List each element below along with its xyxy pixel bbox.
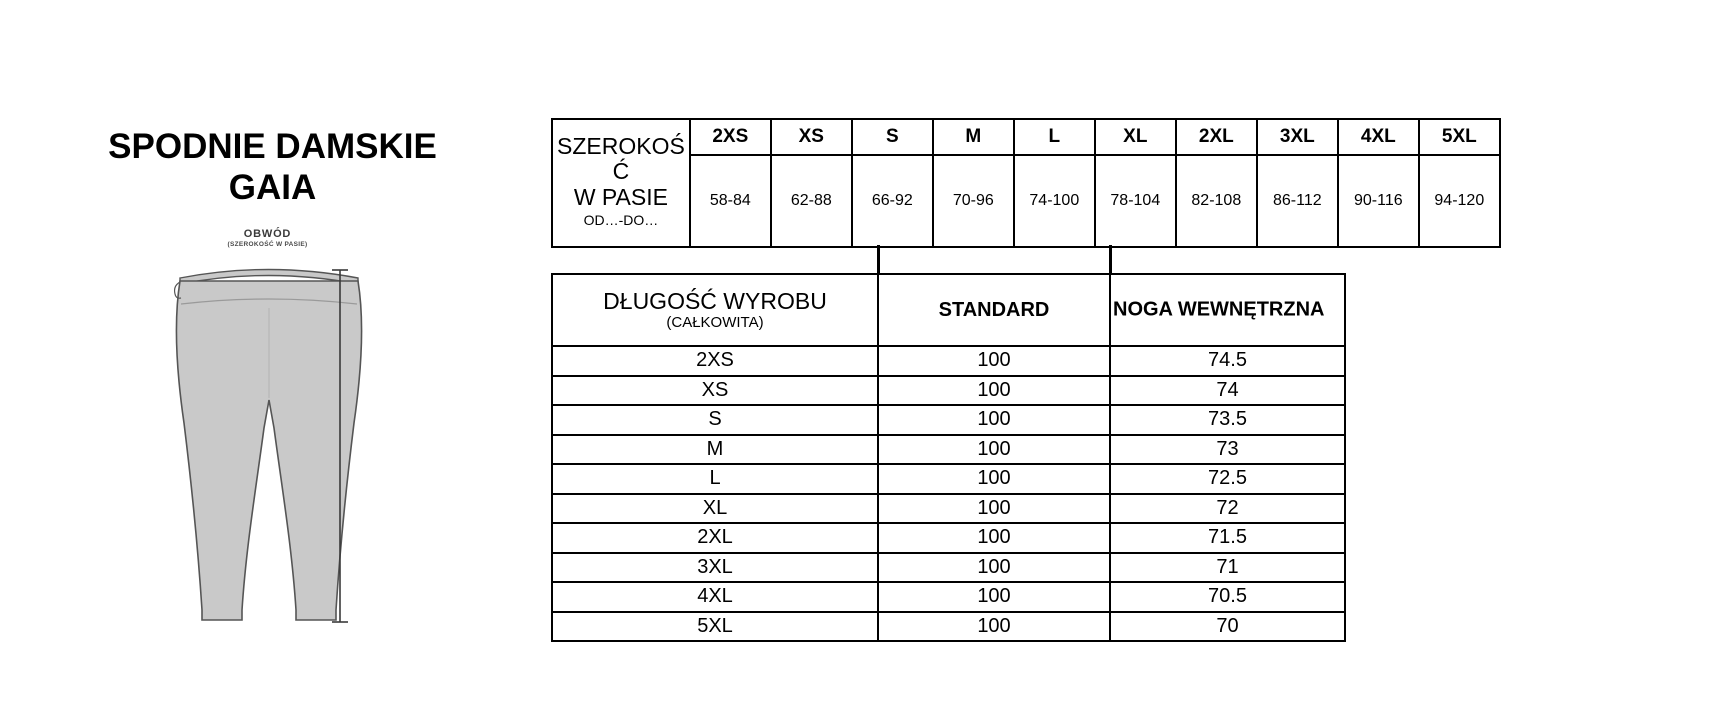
table-row-length-header: DŁUGOŚĆ WYROBU (CAŁKOWITA) STANDARD NOGA… [551, 273, 1346, 347]
garment-diagram: OBWÓD (SZEROKOŚĆ W PASIE) DŁUGOŚĆ [150, 228, 410, 648]
waist-label-line3: W PASIE [573, 184, 668, 211]
table-row: XS 100 74 [551, 374, 1346, 406]
waist-row-label: SZEROKOŚ Ć W PASIE OD…-DO… [551, 118, 691, 248]
product-info-panel: SPODNIE DAMSKIE GAIA OBWÓD (SZEROKOŚĆ W … [0, 0, 545, 716]
waist-measure-sublabel: (SZEROKOŚĆ W PASIE) [227, 241, 308, 248]
length-standard-2xl: 100 [877, 522, 1111, 554]
waist-value-2xs: 58-84 [688, 154, 772, 248]
table-row: L 100 72.5 [551, 463, 1346, 495]
length-size-2xs: 2XS [551, 345, 879, 377]
length-inseam-l: 72.5 [1109, 463, 1346, 495]
length-standard-5xl: 100 [877, 610, 1111, 642]
length-inseam-4xl: 70.5 [1109, 581, 1346, 613]
length-header-standard: STANDARD [877, 273, 1111, 347]
size-header-xs: XS [769, 118, 853, 156]
waist-label-line1: SZEROKOŚ [557, 132, 685, 159]
table-row: 2XL 100 71.5 [551, 522, 1346, 554]
standard-header-label: STANDARD [938, 298, 1050, 321]
length-size-xs: XS [551, 374, 879, 406]
table-row: S 100 73.5 [551, 404, 1346, 436]
length-size-4xl: 4XL [551, 581, 879, 613]
length-size-m: M [551, 433, 879, 465]
product-title-line1: SPODNIE DAMSKIE [108, 127, 437, 166]
length-header-main: DŁUGOŚĆ WYROBU [603, 287, 827, 314]
length-inseam-s: 73.5 [1109, 404, 1346, 436]
waist-value-2xl: 82-108 [1174, 154, 1258, 248]
table-row: 2XS 100 74.5 [551, 345, 1346, 377]
table-connector-right [1109, 245, 1112, 274]
table-row: M 100 73 [551, 433, 1346, 465]
table-connector-left [877, 245, 880, 274]
size-header-2xl: 2XL [1174, 118, 1258, 156]
waist-label-sub: OD…-DO… [583, 211, 659, 228]
table-row: 4XL 100 70.5 [551, 581, 1346, 613]
product-title-line2: GAIA [228, 168, 317, 208]
length-inseam-xs: 74 [1109, 374, 1346, 406]
length-size-xl: XL [551, 492, 879, 524]
inseam-header-label: NOGA WEWNĘTRZNA [1113, 298, 1325, 321]
waist-value-3xl: 86-112 [1255, 154, 1339, 248]
length-standard-4xl: 100 [877, 581, 1111, 613]
length-inseam-xl: 72 [1109, 492, 1346, 524]
table-row-waist-values: 58-84 62-88 66-92 70-96 74-100 78-104 82… [552, 154, 1501, 248]
size-header-4xl: 4XL [1336, 118, 1420, 156]
length-standard-xs: 100 [877, 374, 1111, 406]
length-inseam-3xl: 71 [1109, 551, 1346, 583]
product-length-table: DŁUGOŚĆ WYROBU (CAŁKOWITA) STANDARD NOGA… [551, 273, 1346, 642]
size-header-2xs: 2XS [688, 118, 772, 156]
waist-value-l: 74-100 [1012, 154, 1096, 248]
table-row: XL 100 72 [551, 492, 1346, 524]
length-inseam-5xl: 70 [1109, 610, 1346, 642]
length-standard-m: 100 [877, 433, 1111, 465]
table-row: 3XL 100 71 [551, 551, 1346, 583]
length-standard-xl: 100 [877, 492, 1111, 524]
length-header-inseam: NOGA WEWNĘTRZNA [1109, 273, 1346, 347]
waist-value-s: 66-92 [850, 154, 934, 248]
length-header-sub: (CAŁKOWITA) [666, 314, 764, 332]
waist-width-table: SZEROKOŚ Ć W PASIE OD…-DO… 2XS XS S M L … [551, 118, 1501, 248]
page-title: SPODNIE DAMSKIE GAIA [0, 126, 545, 209]
length-standard-2xs: 100 [877, 345, 1111, 377]
waist-measure-label: OBWÓD [243, 228, 292, 240]
size-header-s: S [850, 118, 934, 156]
waist-value-5xl: 94-120 [1417, 154, 1501, 248]
length-standard-s: 100 [877, 404, 1111, 436]
size-header-l: L [1012, 118, 1096, 156]
size-header-xl: XL [1093, 118, 1177, 156]
length-inseam-m: 73 [1109, 433, 1346, 465]
length-header-col-a: DŁUGOŚĆ WYROBU (CAŁKOWITA) [551, 273, 879, 347]
length-standard-3xl: 100 [877, 551, 1111, 583]
waist-label-line2: Ć [612, 158, 630, 185]
length-size-l: L [551, 463, 879, 495]
length-size-5xl: 5XL [551, 610, 879, 642]
waist-value-m: 70-96 [931, 154, 1015, 248]
waist-value-4xl: 90-116 [1336, 154, 1420, 248]
table-row-waist-sizes: SZEROKOŚ Ć W PASIE OD…-DO… 2XS XS S M L … [551, 118, 1501, 248]
size-header-5xl: 5XL [1417, 118, 1501, 156]
length-size-2xl: 2XL [551, 522, 879, 554]
length-size-s: S [551, 404, 879, 436]
length-inseam-2xs: 74.5 [1109, 345, 1346, 377]
length-standard-l: 100 [877, 463, 1111, 495]
table-row: 5XL 100 70 [551, 610, 1346, 642]
waist-value-xl: 78-104 [1093, 154, 1177, 248]
waist-value-xs: 62-88 [769, 154, 853, 248]
length-size-3xl: 3XL [551, 551, 879, 583]
trousers-illustration-icon [173, 268, 363, 623]
size-header-3xl: 3XL [1255, 118, 1339, 156]
size-header-m: M [931, 118, 1015, 156]
length-inseam-2xl: 71.5 [1109, 522, 1346, 554]
